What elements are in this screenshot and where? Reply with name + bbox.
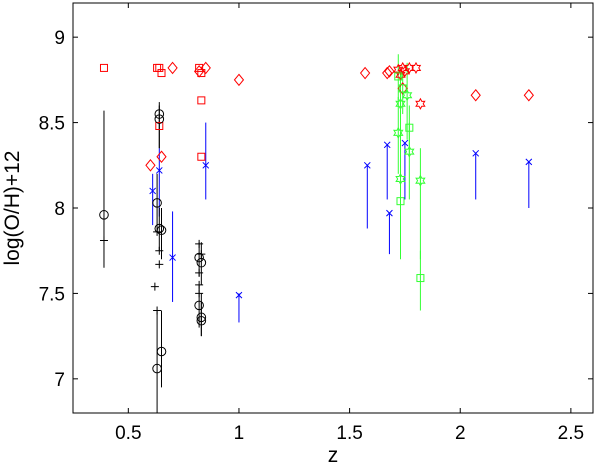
data-markers (99, 61, 534, 374)
plus-marker (195, 268, 204, 277)
plot-area (73, 3, 593, 413)
square-marker (155, 63, 164, 72)
x-tick-label: 1.5 (336, 423, 362, 444)
square-marker (398, 84, 407, 93)
hexagram-marker (415, 97, 426, 110)
circle-marker (154, 109, 165, 119)
circle-marker (196, 257, 207, 268)
diamond-marker (359, 66, 371, 80)
circle-marker (196, 315, 207, 326)
square-marker (197, 152, 206, 161)
hexagram-marker (401, 89, 413, 102)
circle-marker (154, 114, 165, 124)
plus-marker (150, 282, 159, 291)
circle-marker (154, 223, 165, 234)
hexagram-marker (410, 61, 422, 74)
y-tick-label: 8.5 (39, 114, 65, 135)
square-marker (405, 123, 414, 132)
plus-marker (195, 289, 204, 298)
y-tick-label: 7 (54, 370, 65, 391)
square-marker (155, 122, 164, 130)
square-marker (416, 274, 425, 283)
plus-marker (155, 246, 164, 255)
y-tick-label: 7.5 (39, 284, 65, 305)
plus-marker (155, 260, 164, 269)
circle-marker (152, 198, 162, 208)
diamond-marker (523, 88, 534, 102)
plus-marker (153, 306, 162, 315)
plus-marker (153, 227, 162, 236)
plus-marker (99, 236, 108, 245)
plus-marker (195, 280, 204, 289)
x-axis-label: z (328, 444, 339, 467)
x-marker (472, 149, 480, 157)
x-tick-label: 1 (234, 423, 245, 444)
square-marker (195, 63, 204, 72)
hexagram-marker (393, 126, 404, 139)
y-tick-label: 9 (54, 28, 65, 49)
y-axis-label: log(O/H)+12 (1, 151, 24, 266)
square-marker (394, 72, 403, 81)
plus-marker (195, 239, 204, 248)
hexagram-marker (395, 172, 406, 186)
diamond-marker (156, 150, 167, 164)
hexagram-marker (393, 63, 404, 76)
diamond-marker (384, 65, 395, 78)
hexagram-marker (395, 97, 406, 110)
circle-marker (196, 312, 207, 323)
diamond-marker (382, 66, 393, 80)
diamond-marker (233, 73, 245, 87)
x-marker (149, 187, 157, 195)
x-marker (169, 254, 176, 261)
x-marker (386, 209, 393, 217)
x-marker (363, 161, 371, 169)
square-marker (197, 96, 206, 105)
y-tick-label: 8 (54, 199, 65, 220)
square-marker (157, 69, 166, 78)
x-marker (155, 167, 163, 174)
x-tick-label: 2.5 (558, 423, 584, 444)
circle-marker (194, 252, 204, 263)
diamond-marker (167, 61, 178, 75)
circle-marker (152, 363, 162, 374)
hexagram-marker (404, 145, 415, 158)
hexagram-marker (399, 65, 411, 78)
x-marker (383, 141, 391, 149)
x-marker (525, 158, 533, 166)
x-tick-label: 2 (455, 423, 466, 444)
hexagram-marker (415, 174, 426, 187)
x-marker (401, 139, 409, 147)
square-marker (197, 69, 206, 78)
plus-marker (197, 250, 206, 259)
square-marker (396, 197, 405, 206)
x-marker (202, 161, 210, 169)
diamond-marker (470, 88, 481, 102)
diamond-marker (145, 159, 156, 172)
error-bars (103, 54, 530, 413)
circle-marker (99, 210, 109, 220)
x-tick-label: 0.5 (115, 423, 141, 444)
axis-ticks: 0.5 1 1.5 2 2.5 7 7.5 8 8.5 9 (39, 3, 593, 444)
circle-marker (194, 300, 204, 311)
x-marker (235, 291, 243, 299)
square-marker (99, 63, 108, 72)
circle-marker (156, 346, 167, 357)
